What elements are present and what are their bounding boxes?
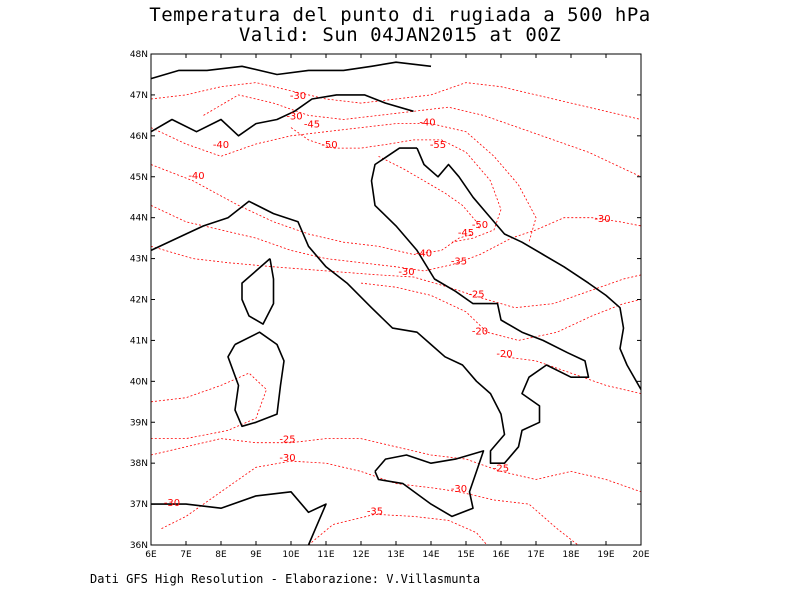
dewpoint-contours bbox=[150, 82, 642, 546]
lon-tick-label: 13E bbox=[387, 550, 404, 560]
contour-line bbox=[150, 164, 474, 255]
lon-tick-label: 15E bbox=[457, 550, 474, 560]
lon-tick-label: 11E bbox=[317, 550, 334, 560]
coastline bbox=[150, 61, 432, 80]
contour-label: -30 bbox=[398, 267, 414, 278]
lat-tick-label: 46N bbox=[130, 132, 148, 142]
contour-line bbox=[150, 205, 642, 272]
coastline bbox=[150, 94, 414, 137]
contour-label: -30 bbox=[594, 214, 610, 225]
lon-tick-label: 9E bbox=[250, 550, 262, 560]
contour-label: -40 bbox=[213, 140, 229, 151]
contour-line bbox=[203, 94, 642, 178]
coastline bbox=[416, 147, 642, 390]
lat-tick-label: 45N bbox=[130, 173, 148, 183]
contour-line bbox=[504, 356, 642, 394]
contour-label: -50 bbox=[472, 220, 488, 231]
contour-line bbox=[290, 127, 502, 243]
coastline bbox=[150, 147, 590, 464]
contour-line bbox=[150, 372, 267, 439]
lat-tick-label: 37N bbox=[130, 500, 148, 510]
latitude-axis: 36N 37N 38N 39N 40N 41N 42N 43N 44N 45N 46N 47N 48N bbox=[130, 50, 641, 551]
contour-label: -30 bbox=[286, 112, 302, 123]
contour-line bbox=[308, 513, 488, 546]
contour-line bbox=[150, 123, 537, 243]
map-valid-time: Valid: Sun 04JAN2015 at 00Z bbox=[238, 24, 562, 46]
lat-tick-label: 43N bbox=[130, 255, 148, 265]
lon-tick-label: 6E bbox=[145, 550, 157, 560]
coastlines bbox=[150, 61, 642, 546]
contour-label: -50 bbox=[321, 140, 337, 151]
contour-labels: -30-30-45 -40-40 -50 -55-40-30-50-45-40-35-… bbox=[164, 91, 611, 517]
lon-tick-label: 8E bbox=[215, 550, 227, 560]
lon-tick-label: 12E bbox=[352, 550, 369, 560]
contour-line bbox=[161, 460, 579, 546]
lon-tick-label: 16E bbox=[492, 550, 509, 560]
contour-label: -30 bbox=[290, 91, 306, 102]
lat-tick-label: 39N bbox=[130, 418, 148, 428]
contour-line bbox=[378, 155, 481, 231]
lat-tick-label: 41N bbox=[130, 336, 148, 346]
contour-label: -25 bbox=[279, 435, 295, 446]
lat-tick-label: 38N bbox=[130, 459, 148, 469]
map-title: Temperatura del punto di rugiada a 500 h… bbox=[149, 4, 651, 26]
coastline bbox=[241, 257, 275, 325]
contour-label: -25 bbox=[493, 463, 509, 474]
lat-tick-label: 42N bbox=[130, 296, 148, 306]
lat-tick-label: 47N bbox=[130, 91, 148, 101]
lat-tick-label: 44N bbox=[130, 214, 148, 224]
data-credit: Dati GFS High Resolution - Elaborazione:… bbox=[90, 572, 481, 586]
contour-label: -30 bbox=[279, 453, 295, 464]
contour-label: -45 bbox=[304, 120, 320, 131]
contour-label: -55 bbox=[430, 140, 446, 151]
contour-label: -35 bbox=[451, 257, 467, 268]
contour-label: -45 bbox=[458, 228, 474, 239]
contour-label: -25 bbox=[468, 290, 484, 301]
lat-tick-label: 40N bbox=[130, 377, 148, 387]
lon-tick-label: 7E bbox=[180, 550, 192, 560]
contour-label: -40 bbox=[419, 118, 435, 129]
contour-line bbox=[150, 438, 642, 493]
lon-tick-label: 19E bbox=[597, 550, 614, 560]
lon-tick-label: 10E bbox=[282, 550, 299, 560]
contour-line bbox=[150, 82, 642, 120]
contour-label: -20 bbox=[496, 349, 512, 360]
contour-line bbox=[150, 245, 642, 309]
lon-tick-label: 17E bbox=[527, 550, 544, 560]
contour-label: -30 bbox=[164, 498, 180, 509]
coastline bbox=[227, 331, 285, 428]
lon-tick-label: 20E bbox=[632, 550, 649, 560]
contour-line bbox=[360, 282, 642, 341]
contour-label: -30 bbox=[451, 484, 467, 495]
coastline bbox=[151, 491, 327, 546]
contour-label: -40 bbox=[188, 171, 204, 182]
lat-tick-label: 48N bbox=[130, 50, 148, 60]
longitude-axis: 6E 7E 8E 9E 10E 11E 12E 13E 14E 15E 16E 17E 18E 19E 20… bbox=[145, 54, 650, 560]
lat-tick-label: 36N bbox=[130, 541, 148, 551]
contour-label: -35 bbox=[367, 506, 383, 517]
coastline bbox=[374, 450, 485, 518]
contour-label: -20 bbox=[472, 326, 488, 337]
lon-tick-label: 18E bbox=[562, 550, 579, 560]
contour-label: -40 bbox=[416, 249, 432, 260]
map-frame bbox=[150, 53, 642, 546]
lon-tick-label: 14E bbox=[422, 550, 439, 560]
